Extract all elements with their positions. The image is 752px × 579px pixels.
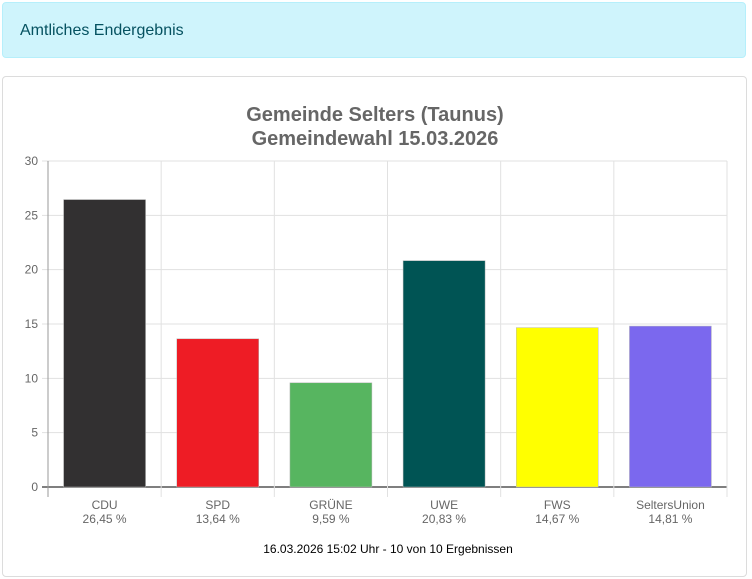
data-label: 14,67 % xyxy=(535,512,579,526)
chart-subtitle: Gemeindewahl 15.03.2026 xyxy=(252,128,499,150)
bar-uwe xyxy=(402,260,486,488)
y-tick-label: 0 xyxy=(31,480,38,494)
data-label: 26,45 % xyxy=(83,512,127,526)
data-label: 20,83 % xyxy=(422,512,466,526)
y-tick-label: 25 xyxy=(25,208,39,222)
bar-cdu xyxy=(63,199,146,488)
y-tick-label: 20 xyxy=(25,263,39,277)
x-tick-label: CDU xyxy=(92,498,118,512)
x-tick-label: SeltersUnion xyxy=(636,498,705,512)
data-label: 9,59 % xyxy=(312,512,350,526)
chart-title: Gemeinde Selters (Taunus) xyxy=(246,104,503,126)
x-tick-label: SPD xyxy=(205,498,230,512)
x-tick-label: GRÜNE xyxy=(309,498,352,512)
y-tick-label: 15 xyxy=(25,317,39,331)
bar-spd xyxy=(176,338,259,488)
y-tick-label: 10 xyxy=(25,371,39,385)
bar-seltersunion xyxy=(629,325,712,488)
x-tick-label: UWE xyxy=(430,498,458,512)
data-label: 14,81 % xyxy=(648,512,692,526)
x-tick-label: FWS xyxy=(544,498,571,512)
y-tick-label: 5 xyxy=(31,426,38,440)
data-label: 13,64 % xyxy=(196,512,240,526)
result-status-alert: Amtliches Endergebnis xyxy=(2,2,746,58)
chart-footer: 16.03.2026 15:02 Uhr - 10 von 10 Ergebni… xyxy=(263,542,513,556)
chart-card xyxy=(2,76,747,577)
y-tick-label: 30 xyxy=(25,154,39,168)
bar-grüne xyxy=(289,382,373,488)
bar-fws xyxy=(516,327,599,488)
